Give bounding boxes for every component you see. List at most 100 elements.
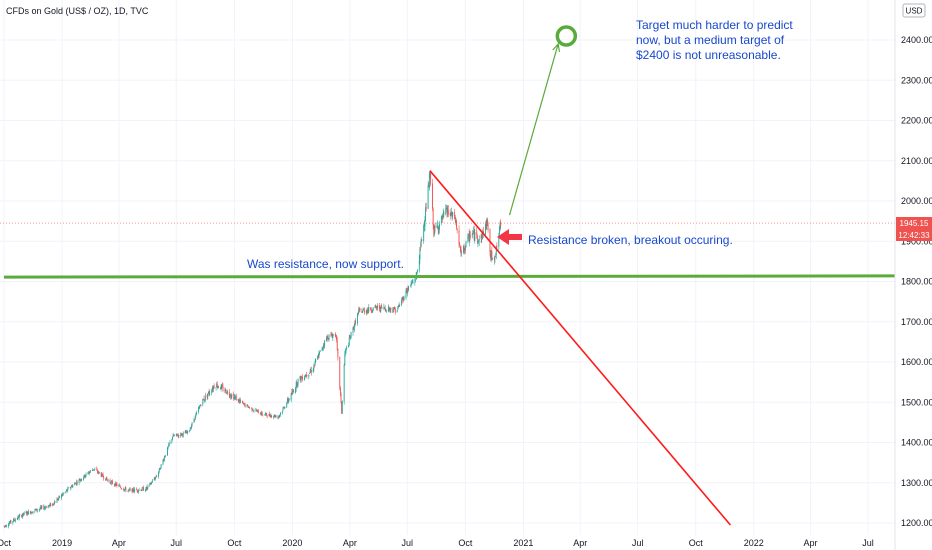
pointer-arrow-icon[interactable] [497,229,522,245]
candle [88,470,90,475]
resistance-line[interactable] [429,170,732,526]
candle [256,408,258,412]
candle [115,481,117,486]
candle [384,306,386,310]
candle [441,214,443,220]
candle [349,334,351,339]
candle [235,393,237,401]
candle [293,388,295,394]
y-tick-label: 1400.00 [901,438,932,448]
candle [399,304,401,307]
candle [388,306,390,312]
candle [163,458,165,462]
grid-lines [0,0,895,535]
candle [312,367,314,373]
target-annotation-line-2[interactable]: now, but a medium target of [636,33,785,47]
candle [363,308,365,311]
candle [323,342,325,349]
price-scale[interactable] [895,0,932,550]
candle [330,331,332,338]
candle [343,363,345,405]
candle [358,306,360,313]
candle [427,180,429,210]
candle [286,397,288,405]
candle [17,515,19,520]
candle [468,233,469,239]
target-annotation-line-1[interactable]: Target much harder to predict [636,18,793,32]
candle [372,308,374,314]
breakout-annotation[interactable]: Resistance broken, breakout occuring. [528,233,733,247]
candle [445,204,447,216]
candle [339,356,341,391]
candle [358,306,360,314]
candle [375,304,377,309]
candle [447,205,449,217]
candle [283,406,285,410]
candle [396,309,398,313]
candle [480,233,482,243]
candle [432,178,433,212]
candle [442,213,444,223]
candle [348,342,350,348]
countdown-badge-box [896,229,932,241]
candle [173,434,175,437]
candle [443,210,445,218]
candle [467,233,469,244]
candle [340,391,342,404]
candle [208,391,209,395]
support-annotation[interactable]: Was resistance, now support. [247,257,404,271]
candle [119,484,121,488]
candle [379,307,381,313]
candle [389,307,391,313]
candle [465,240,467,248]
candle [257,409,259,413]
candle [27,511,29,515]
candle [440,215,442,226]
candle [39,506,41,511]
currency-badge-box[interactable] [902,3,926,18]
candle [105,477,107,481]
candle [292,389,294,393]
candle [367,307,368,315]
candle [243,401,245,406]
candle [460,245,462,257]
candle [423,220,425,232]
candle [156,475,158,478]
candle [478,238,480,244]
candle [16,517,18,521]
symbol-title[interactable]: CFDs on Gold (US$ / OZ), 1D, TVC [6,6,149,16]
target-annotation-line-3[interactable]: $2400 is not unreasonable. [636,48,781,62]
candle [468,228,470,243]
candle [162,458,164,466]
currency-badge[interactable]: USD [906,7,923,16]
candle [23,511,25,516]
candle [305,371,307,377]
candle [62,492,64,497]
target-arrow-line[interactable] [508,43,559,216]
candle [186,430,188,434]
candle [178,434,180,439]
candle [459,245,461,253]
candle [238,399,240,404]
candle [331,333,333,338]
candle [93,468,95,472]
candle [339,386,341,397]
candle [244,403,246,408]
support-line[interactable] [3,274,916,279]
x-tick-label: 2019 [52,538,72,548]
drawing-lines[interactable] [3,42,916,526]
candle [445,205,447,210]
candle [71,484,73,488]
candle [297,382,298,389]
candle [424,216,426,232]
candle [30,511,32,515]
candle [180,432,182,438]
candle [492,257,493,261]
candle [220,384,222,392]
candle [127,489,129,493]
candle [410,281,412,289]
target-circle[interactable] [555,25,578,47]
candle [412,279,414,285]
candle [90,470,91,473]
